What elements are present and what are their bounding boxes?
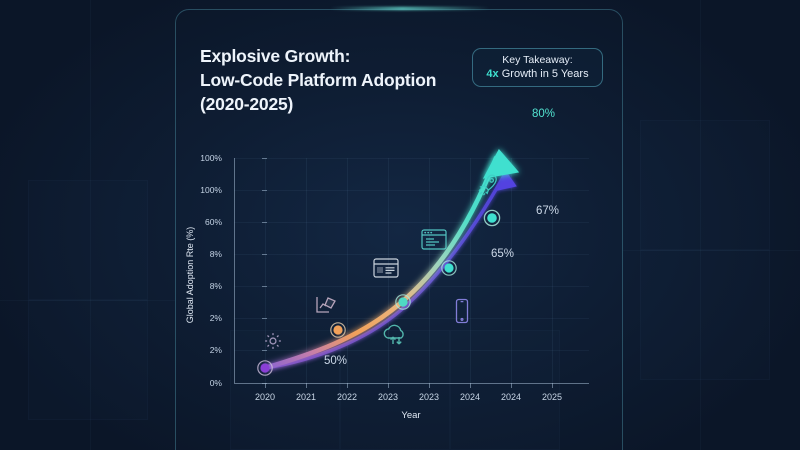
- title-line-2: Low-Code Platform Adoption: [200, 70, 437, 91]
- gridline-horizontal: [234, 286, 589, 287]
- gridline-horizontal: [234, 158, 589, 159]
- annotation-50-percent: 50%: [324, 355, 348, 367]
- gridline-horizontal: [234, 222, 589, 223]
- gridline-horizontal: [234, 350, 589, 351]
- x-tick-label: 2023: [418, 392, 440, 402]
- y-tick-label: 100%: [200, 153, 222, 163]
- y-tick-label: 2%: [209, 345, 222, 355]
- frame-glow-accent: [330, 7, 490, 10]
- title-line-1: Explosive Growth:: [200, 46, 351, 66]
- x-tick-label: 2024: [500, 392, 522, 402]
- x-tick-1: [306, 383, 307, 388]
- x-tick-7: [552, 383, 553, 388]
- x-tick-label: 2024: [459, 392, 481, 402]
- data-point-marker: [395, 294, 411, 310]
- y-tick-label: 100%: [200, 185, 222, 195]
- x-tick-4: [429, 383, 430, 388]
- gridline-horizontal: [234, 318, 589, 319]
- gridline-horizontal: [234, 254, 589, 255]
- x-tick-3: [388, 383, 389, 388]
- y-axis-line: [234, 158, 235, 383]
- chart-plot-area: 100% 100% 60% 8% 8% 2% 2% 0% 2020 2021 2…: [185, 108, 596, 421]
- x-tick-label: 2022: [336, 392, 358, 402]
- x-tick-2: [347, 383, 348, 388]
- page-title: Explosive Growth: Low-Code Platform Adop…: [200, 44, 470, 116]
- takeaway-multiplier: 4x: [486, 67, 499, 80]
- data-point-marker: [483, 209, 501, 227]
- y-tick-label: 0%: [209, 378, 222, 388]
- title-line-3: (2020-2025): [200, 94, 294, 115]
- x-tick-label: 2025: [541, 392, 563, 402]
- gridline-horizontal: [234, 190, 589, 191]
- gridline-vertical: [347, 158, 348, 383]
- annotation-65-percent: 65%: [491, 248, 515, 260]
- annotation-67-percent: 67%: [536, 205, 560, 217]
- x-axis-title: Year: [401, 410, 421, 421]
- gridline-vertical: [429, 158, 430, 383]
- series-secondary-purple: [263, 170, 517, 370]
- x-tick-label: 2021: [295, 392, 317, 402]
- gridline-vertical: [511, 158, 512, 383]
- x-axis-line: [234, 383, 589, 384]
- data-point-marker: [441, 260, 457, 276]
- chart-curves: [257, 148, 520, 376]
- x-tick-6: [511, 383, 512, 388]
- takeaway-value-row: 4x Growth in 5 Years: [486, 68, 588, 80]
- x-tick-label: 2020: [254, 392, 276, 402]
- takeaway-label: Key Takeaway:: [502, 54, 573, 67]
- y-tick-label: 60%: [204, 217, 222, 227]
- gridline-vertical: [470, 158, 471, 383]
- x-tick-label: 2023: [377, 392, 399, 402]
- y-axis-title: Global Adoption Rte (%): [185, 226, 195, 324]
- key-takeaway-badge: Key Takeaway: 4x Growth in 5 Years: [472, 48, 603, 87]
- takeaway-text: Growth in 5 Years: [501, 67, 589, 80]
- x-tick-0: [265, 383, 266, 388]
- series-primary-gradient: [262, 148, 520, 371]
- gridline-vertical: [306, 158, 307, 383]
- y-tick-label: 8%: [209, 281, 222, 291]
- x-tick-5: [470, 383, 471, 388]
- y-tick-label: 8%: [209, 249, 222, 259]
- gridline-vertical: [552, 158, 553, 383]
- data-point-marker: [330, 322, 346, 338]
- annotation-80-percent: 80%: [532, 108, 556, 120]
- data-point-marker: [257, 360, 273, 376]
- y-tick-label: 2%: [209, 313, 222, 323]
- gridline-vertical: [265, 158, 266, 383]
